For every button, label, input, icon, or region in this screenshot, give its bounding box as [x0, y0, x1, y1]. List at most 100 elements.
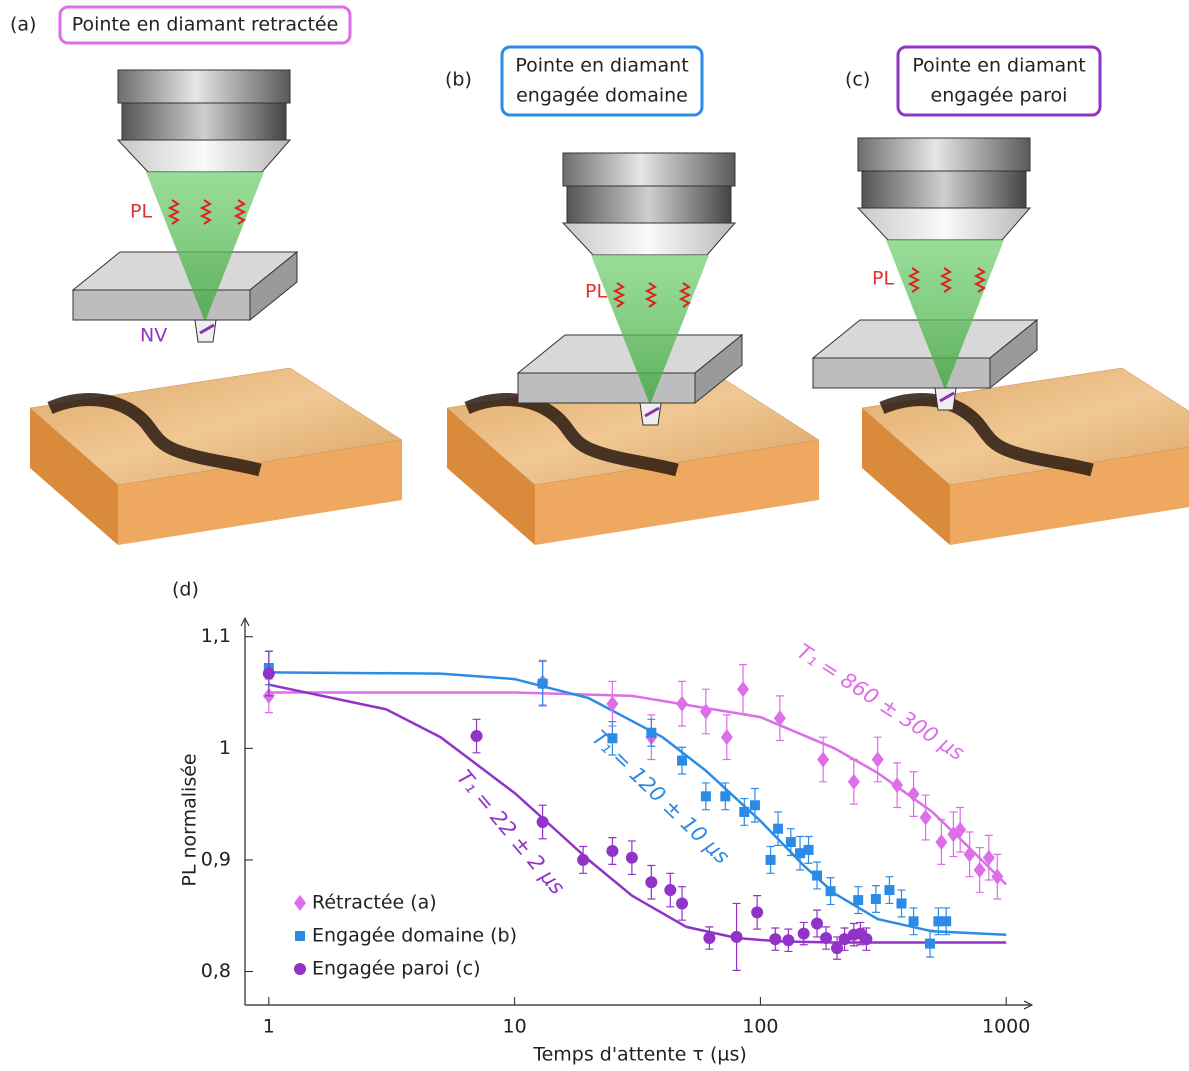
legend-marker — [295, 931, 305, 941]
chart-title: (d) — [172, 579, 199, 601]
point — [933, 916, 944, 927]
x-axis-label: Temps d'attente τ (µs) — [532, 1044, 747, 1066]
point — [537, 678, 548, 689]
point — [699, 703, 712, 720]
panel-label: engagée domaine — [516, 85, 688, 107]
point — [470, 730, 483, 743]
point — [720, 729, 733, 746]
point — [645, 876, 658, 889]
point — [973, 861, 986, 878]
point — [891, 777, 904, 794]
point — [677, 755, 688, 766]
nv-label: NV — [140, 325, 167, 347]
point — [700, 791, 711, 802]
point — [820, 932, 833, 945]
legend: Rétractée (a) Engagée domaine (b) Engagée … — [294, 892, 517, 980]
illustrations: (a) Pointe en diamant retractée PL NV (b… — [10, 5, 1189, 545]
point — [838, 933, 851, 946]
probe — [71, 68, 299, 344]
point — [782, 934, 795, 947]
point — [262, 667, 275, 680]
point — [925, 938, 936, 949]
point — [908, 916, 919, 927]
point — [739, 806, 750, 817]
legend-marker — [294, 895, 306, 911]
y-tick-label: 0,8 — [201, 960, 231, 982]
point — [606, 695, 619, 712]
panel-tag: (a) — [10, 14, 36, 36]
point — [676, 695, 689, 712]
point — [884, 885, 895, 896]
point — [607, 733, 618, 744]
point — [773, 710, 786, 727]
probe — [516, 151, 744, 427]
point — [606, 845, 619, 857]
annotation: T₁ = 22 ± 2 µs — [452, 766, 570, 900]
y-axis-label: PL normalisée — [179, 753, 201, 886]
point — [896, 898, 907, 909]
point — [871, 751, 884, 768]
x-tick-label: 1000 — [982, 1016, 1030, 1038]
legend-marker — [294, 963, 306, 975]
x-tick-label: 100 — [742, 1016, 778, 1038]
point — [963, 846, 976, 863]
label-box — [500, 45, 704, 117]
y-tick-label: 1 — [219, 737, 231, 759]
panel-label: Pointe en diamant — [515, 55, 688, 77]
label-box — [896, 45, 1102, 117]
point — [812, 870, 823, 881]
legend-label: Rétractée (a) — [312, 892, 437, 914]
point — [765, 854, 776, 865]
point — [773, 823, 784, 834]
point — [853, 895, 864, 906]
point — [703, 932, 716, 945]
series — [262, 659, 1004, 900]
x-tick-label: 10 — [503, 1016, 527, 1038]
point — [751, 906, 764, 919]
sample — [862, 368, 1189, 545]
point — [991, 868, 1004, 885]
point — [817, 751, 830, 768]
point — [625, 851, 638, 864]
point — [536, 815, 549, 828]
point — [730, 930, 743, 943]
point — [795, 848, 806, 859]
point — [982, 849, 995, 866]
point — [803, 844, 814, 855]
fit-curve — [268, 671, 1007, 936]
annotation: T₁ = 860 ± 300 µs — [793, 639, 969, 765]
point — [907, 786, 920, 803]
point — [825, 886, 836, 897]
point — [720, 791, 731, 802]
point — [577, 853, 590, 866]
point — [737, 681, 750, 698]
legend-label: Engagée paroi (c) — [312, 958, 481, 980]
point — [769, 933, 782, 946]
point — [941, 916, 952, 927]
point — [797, 927, 810, 940]
point — [664, 884, 677, 897]
panel-label: engagée paroi — [931, 85, 1068, 107]
point — [847, 773, 860, 790]
point — [919, 809, 932, 826]
probe — [811, 136, 1039, 412]
sample — [30, 368, 402, 545]
point — [870, 893, 881, 904]
point — [785, 837, 796, 848]
point — [749, 800, 760, 811]
point — [860, 933, 873, 946]
point — [676, 897, 689, 910]
y-tick-label: 0,9 — [201, 848, 231, 870]
axis-arrows — [240, 616, 1034, 1010]
pl-label: PL — [585, 281, 607, 303]
point — [646, 727, 657, 738]
label-box — [58, 5, 352, 45]
pl-label: PL — [872, 268, 894, 290]
y-tick-label: 1,1 — [201, 625, 231, 647]
x-tick-label: 1 — [263, 1016, 275, 1038]
panel-label: Pointe en diamant — [912, 55, 1085, 77]
point — [935, 834, 948, 851]
panel-tag: (b) — [445, 69, 472, 91]
point — [811, 917, 824, 930]
